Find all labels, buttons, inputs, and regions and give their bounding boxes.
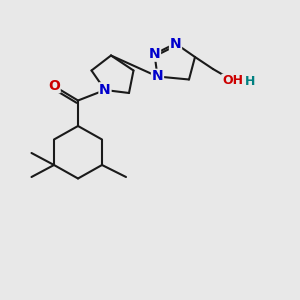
Text: N: N	[149, 47, 160, 61]
Text: N: N	[170, 37, 181, 50]
Text: OH: OH	[222, 74, 243, 88]
Text: H: H	[245, 75, 256, 88]
Text: N: N	[99, 83, 111, 97]
Text: N: N	[152, 70, 163, 83]
Text: O: O	[48, 79, 60, 92]
